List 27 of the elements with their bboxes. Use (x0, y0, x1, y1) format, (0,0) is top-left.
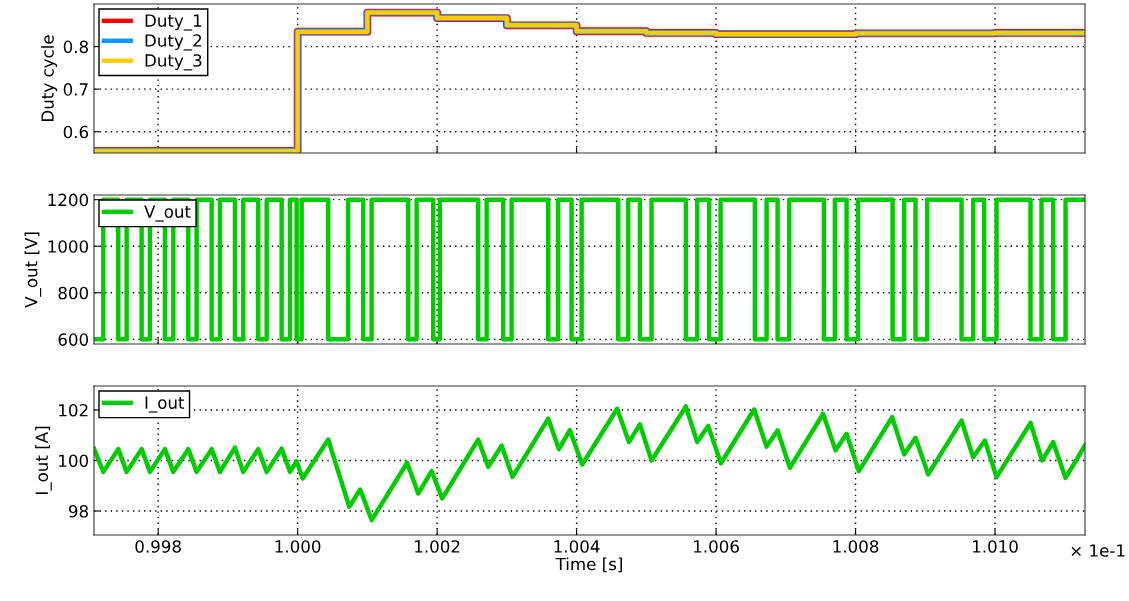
x-tick-label: 1.004 (554, 540, 600, 553)
x-tick-label: 0.998 (135, 540, 181, 553)
legend-label: I_out (145, 396, 185, 413)
y-tick-label: 0.6 (63, 125, 89, 139)
legend-label: V_out (144, 205, 191, 222)
legend-label: Duty_3 (145, 54, 202, 71)
y-tick-label: 0.7 (63, 83, 88, 96)
legend-label: Duty_2 (145, 34, 202, 51)
y-tick-label: 1000 (48, 240, 89, 253)
x-tick-label: 1.006 (694, 540, 739, 553)
x-tick-label: 1.010 (973, 540, 1018, 553)
x-tick-label: 1.008 (833, 540, 879, 553)
x-axis-title: Time [s] (555, 557, 622, 573)
y-tick-label: 102 (59, 403, 88, 417)
y-tick-label: 0.8 (63, 40, 88, 54)
y-axis-title: V_out [V] (24, 232, 42, 308)
legend-label: Duty_1 (145, 14, 202, 31)
y-tick-label: 600 (58, 333, 89, 346)
x-tick-label: 1.002 (415, 540, 460, 553)
y-tick-label: 100 (59, 454, 89, 468)
y-axis-title: Duty cycle (40, 35, 58, 121)
y-tick-label: 800 (58, 286, 89, 300)
text: × 1e-1 (1071, 544, 1125, 557)
y-tick-label: 1200 (48, 193, 89, 207)
y-tick-label: 98 (68, 504, 88, 518)
x-tick-label: 1.000 (275, 540, 321, 553)
y-axis-title: I_out [A] (35, 426, 52, 494)
